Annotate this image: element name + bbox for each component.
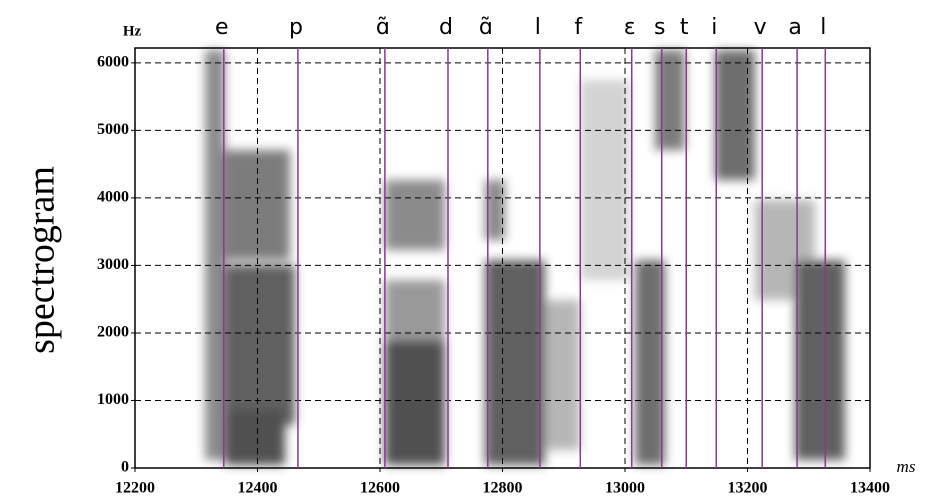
x-tick-label: 13200 xyxy=(728,480,768,497)
segment-label: f xyxy=(574,15,583,40)
y-tick-label: 0 xyxy=(121,459,129,476)
y-tick-label: 2000 xyxy=(97,324,129,341)
x-tick-label: 13400 xyxy=(850,480,890,497)
x-tick-label: 12800 xyxy=(483,480,523,497)
segment-label: v xyxy=(754,15,767,40)
segment-label: p xyxy=(289,15,303,40)
spectrogram-texture xyxy=(205,50,845,465)
segment-label: ɛ xyxy=(624,15,636,40)
y-axis-label: spectrogram xyxy=(21,166,63,354)
y-tick-label: 3000 xyxy=(97,256,129,273)
segment-label: ɑ̃ xyxy=(376,15,390,40)
segment-label: l xyxy=(820,15,826,40)
segment-label: e xyxy=(215,15,229,40)
segment-label: i xyxy=(711,15,717,40)
y-tick-label: 6000 xyxy=(97,54,129,71)
segment-label: a xyxy=(788,15,801,40)
y-tick-label: 5000 xyxy=(97,121,129,138)
x-tick-label: 13000 xyxy=(605,480,645,497)
segment-label: ɑ̃ xyxy=(479,15,493,40)
segment-label: d xyxy=(439,15,453,40)
y-tick-label: 1000 xyxy=(97,391,129,408)
y-tick-label: 4000 xyxy=(97,189,129,206)
y-unit: Hz xyxy=(123,23,142,39)
segment-label: t xyxy=(680,15,689,40)
x-unit: ms xyxy=(897,457,916,476)
x-tick-label: 12600 xyxy=(360,480,400,497)
segment-label: l xyxy=(535,15,541,40)
x-tick-label: 12200 xyxy=(115,480,155,497)
segment-label: s xyxy=(654,15,665,40)
x-tick-label: 12400 xyxy=(238,480,278,497)
